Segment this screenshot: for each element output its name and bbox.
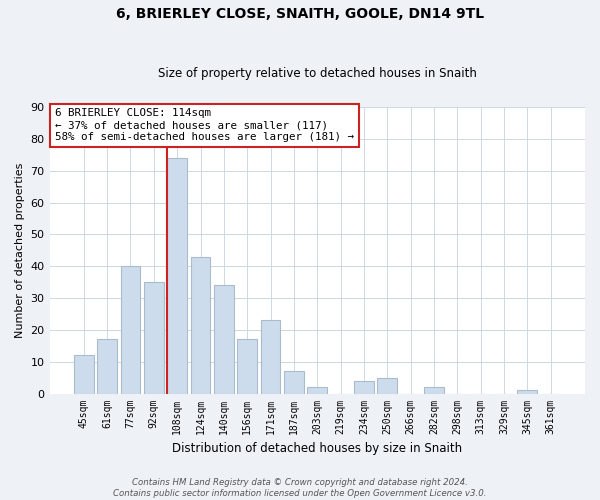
Bar <box>307 387 327 394</box>
Bar <box>144 282 164 394</box>
Bar <box>260 320 280 394</box>
Y-axis label: Number of detached properties: Number of detached properties <box>15 162 25 338</box>
Bar <box>214 286 234 394</box>
Text: 6, BRIERLEY CLOSE, SNAITH, GOOLE, DN14 9TL: 6, BRIERLEY CLOSE, SNAITH, GOOLE, DN14 9… <box>116 8 484 22</box>
Bar <box>517 390 538 394</box>
Bar <box>238 340 257 394</box>
Bar <box>377 378 397 394</box>
Bar <box>121 266 140 394</box>
Bar <box>97 340 117 394</box>
Text: 6 BRIERLEY CLOSE: 114sqm
← 37% of detached houses are smaller (117)
58% of semi-: 6 BRIERLEY CLOSE: 114sqm ← 37% of detach… <box>55 108 354 142</box>
X-axis label: Distribution of detached houses by size in Snaith: Distribution of detached houses by size … <box>172 442 463 455</box>
Bar <box>424 387 444 394</box>
Bar <box>74 356 94 394</box>
Bar <box>167 158 187 394</box>
Bar <box>354 381 374 394</box>
Title: Size of property relative to detached houses in Snaith: Size of property relative to detached ho… <box>158 66 477 80</box>
Text: Contains HM Land Registry data © Crown copyright and database right 2024.
Contai: Contains HM Land Registry data © Crown c… <box>113 478 487 498</box>
Bar <box>191 256 211 394</box>
Bar <box>284 372 304 394</box>
